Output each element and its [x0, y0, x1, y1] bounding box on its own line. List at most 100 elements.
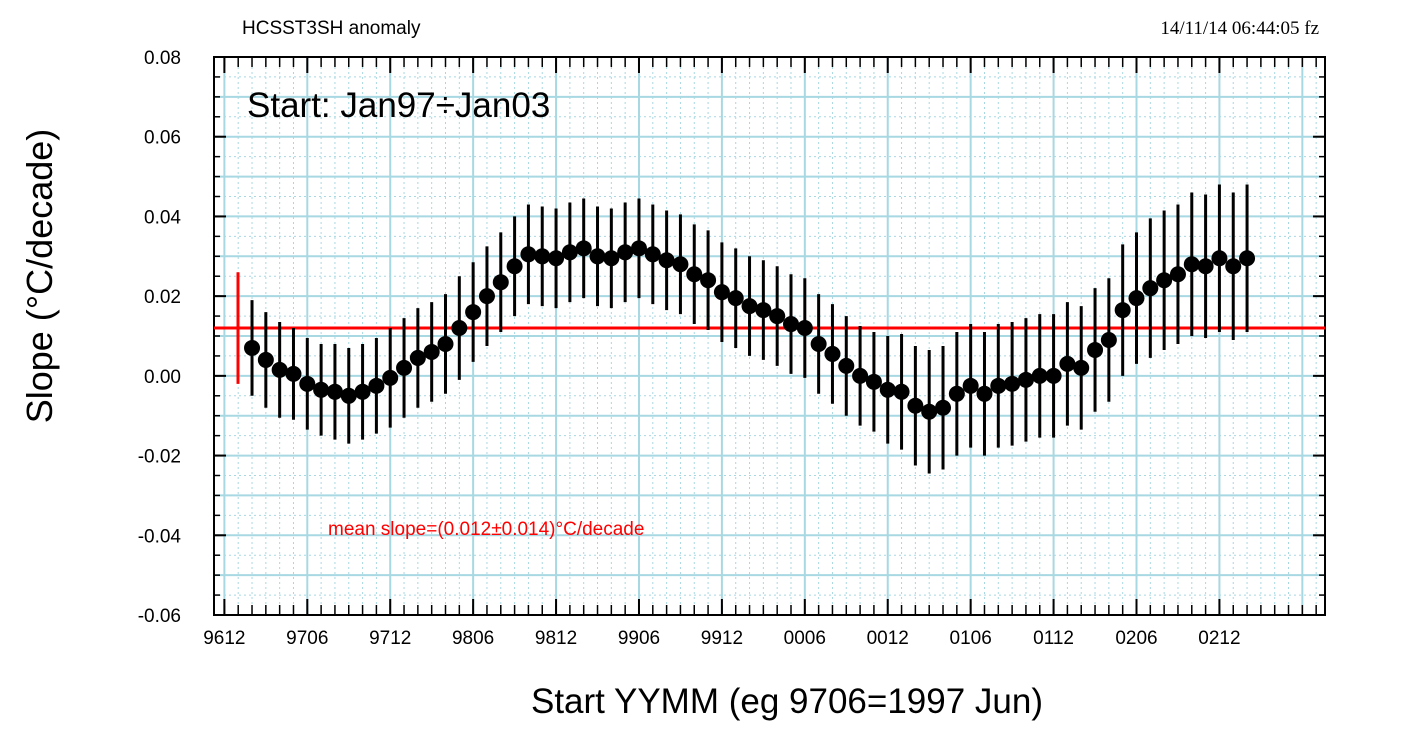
data-point — [852, 367, 869, 384]
y-tick-label: 0.08 — [144, 48, 181, 69]
data-point — [1183, 256, 1200, 273]
y-tick-label: 0.00 — [144, 367, 181, 388]
data-point — [1197, 258, 1214, 275]
data-point — [893, 383, 910, 400]
data-point — [672, 256, 689, 273]
data-point — [492, 274, 509, 291]
data-point — [478, 288, 495, 305]
data-point — [1169, 266, 1186, 283]
data-point — [561, 244, 578, 261]
data-point — [617, 244, 634, 261]
data-point — [313, 381, 330, 398]
y-tick-label: 0.02 — [144, 287, 181, 308]
header-title: HCSST3SH anomaly — [242, 18, 421, 39]
data-point — [769, 308, 786, 325]
data-point — [990, 377, 1007, 394]
data-point — [368, 377, 385, 394]
data-point — [299, 375, 316, 392]
data-point — [630, 240, 647, 257]
y-tick-label: -0.06 — [138, 606, 181, 627]
data-point — [1114, 302, 1131, 319]
data-point — [506, 258, 523, 275]
data-point — [589, 248, 606, 265]
x-tick-label: 9806 — [452, 628, 494, 649]
data-point — [713, 284, 730, 301]
data-point — [451, 320, 468, 337]
x-tick-label: 0206 — [1115, 628, 1157, 649]
data-point — [686, 266, 703, 283]
y-tick-label: -0.04 — [138, 526, 182, 547]
data-point — [1059, 355, 1076, 372]
data-point — [810, 335, 827, 352]
data-point — [1073, 359, 1090, 376]
x-tick-label: 9906 — [618, 628, 660, 649]
data-point — [257, 351, 274, 368]
data-point — [700, 272, 717, 289]
data-point — [935, 399, 952, 416]
data-point — [879, 381, 896, 398]
data-point — [465, 304, 482, 321]
x-tick-label: 0012 — [867, 628, 909, 649]
data-point — [1045, 367, 1062, 384]
data-point — [396, 359, 413, 376]
data-point — [644, 246, 661, 263]
y-tick-label: -0.02 — [138, 447, 181, 468]
data-point — [1087, 341, 1104, 358]
data-point — [824, 345, 841, 362]
data-point — [354, 383, 371, 400]
data-point — [244, 339, 261, 356]
data-point — [285, 365, 302, 382]
data-point — [865, 373, 882, 390]
data-point — [382, 369, 399, 386]
data-point — [838, 357, 855, 374]
data-point — [962, 377, 979, 394]
y-tick-label: 0.04 — [144, 207, 181, 228]
x-axis-label: Start YYMM (eg 9706=1997 Jun) — [530, 682, 1044, 721]
data-point — [326, 383, 343, 400]
y-tick-label: 0.06 — [144, 128, 181, 149]
x-tick-label: 9712 — [369, 628, 411, 649]
data-point — [575, 240, 592, 257]
data-point — [437, 335, 454, 352]
mean-slope-annotation: mean slope=(0.012±0.014)°C/decade — [328, 519, 644, 540]
data-point — [1142, 280, 1159, 297]
data-point — [1156, 272, 1173, 289]
data-point — [948, 385, 965, 402]
data-point — [1100, 331, 1117, 348]
data-point — [1031, 367, 1048, 384]
data-point — [340, 387, 357, 404]
data-point — [1004, 375, 1021, 392]
x-tick-label: 9912 — [701, 628, 743, 649]
data-point — [423, 343, 440, 360]
data-point — [1239, 250, 1256, 267]
data-point — [755, 302, 772, 319]
data-point — [783, 316, 799, 333]
data-point — [976, 385, 993, 402]
x-tick-label: 0006 — [784, 628, 826, 649]
data-point — [603, 250, 620, 267]
data-point — [534, 248, 551, 265]
x-tick-label: 9812 — [535, 628, 577, 649]
data-point — [658, 252, 675, 269]
y-axis-label: Slope (°C/decade) — [19, 128, 60, 424]
chart-title: Start: Jan97÷Jan03 — [247, 86, 550, 125]
x-tick-label: 9612 — [203, 628, 245, 649]
data-point — [741, 298, 758, 315]
x-tick-label: 0212 — [1198, 628, 1240, 649]
x-tick-label: 0112 — [1033, 628, 1074, 649]
data-point — [1128, 290, 1145, 307]
data-point — [1017, 371, 1034, 388]
data-point — [520, 246, 537, 263]
data-point — [1225, 258, 1242, 275]
data-point — [796, 320, 813, 337]
data-point — [1211, 250, 1228, 267]
data-point — [271, 361, 288, 378]
data-point — [921, 403, 938, 420]
data-point — [727, 290, 744, 307]
header-timestamp: 14/11/14 06:44:05 fz — [1160, 18, 1319, 39]
data-point — [907, 397, 924, 414]
data-point — [409, 349, 426, 366]
data-point — [548, 250, 565, 267]
x-tick-label: 0106 — [950, 628, 992, 649]
